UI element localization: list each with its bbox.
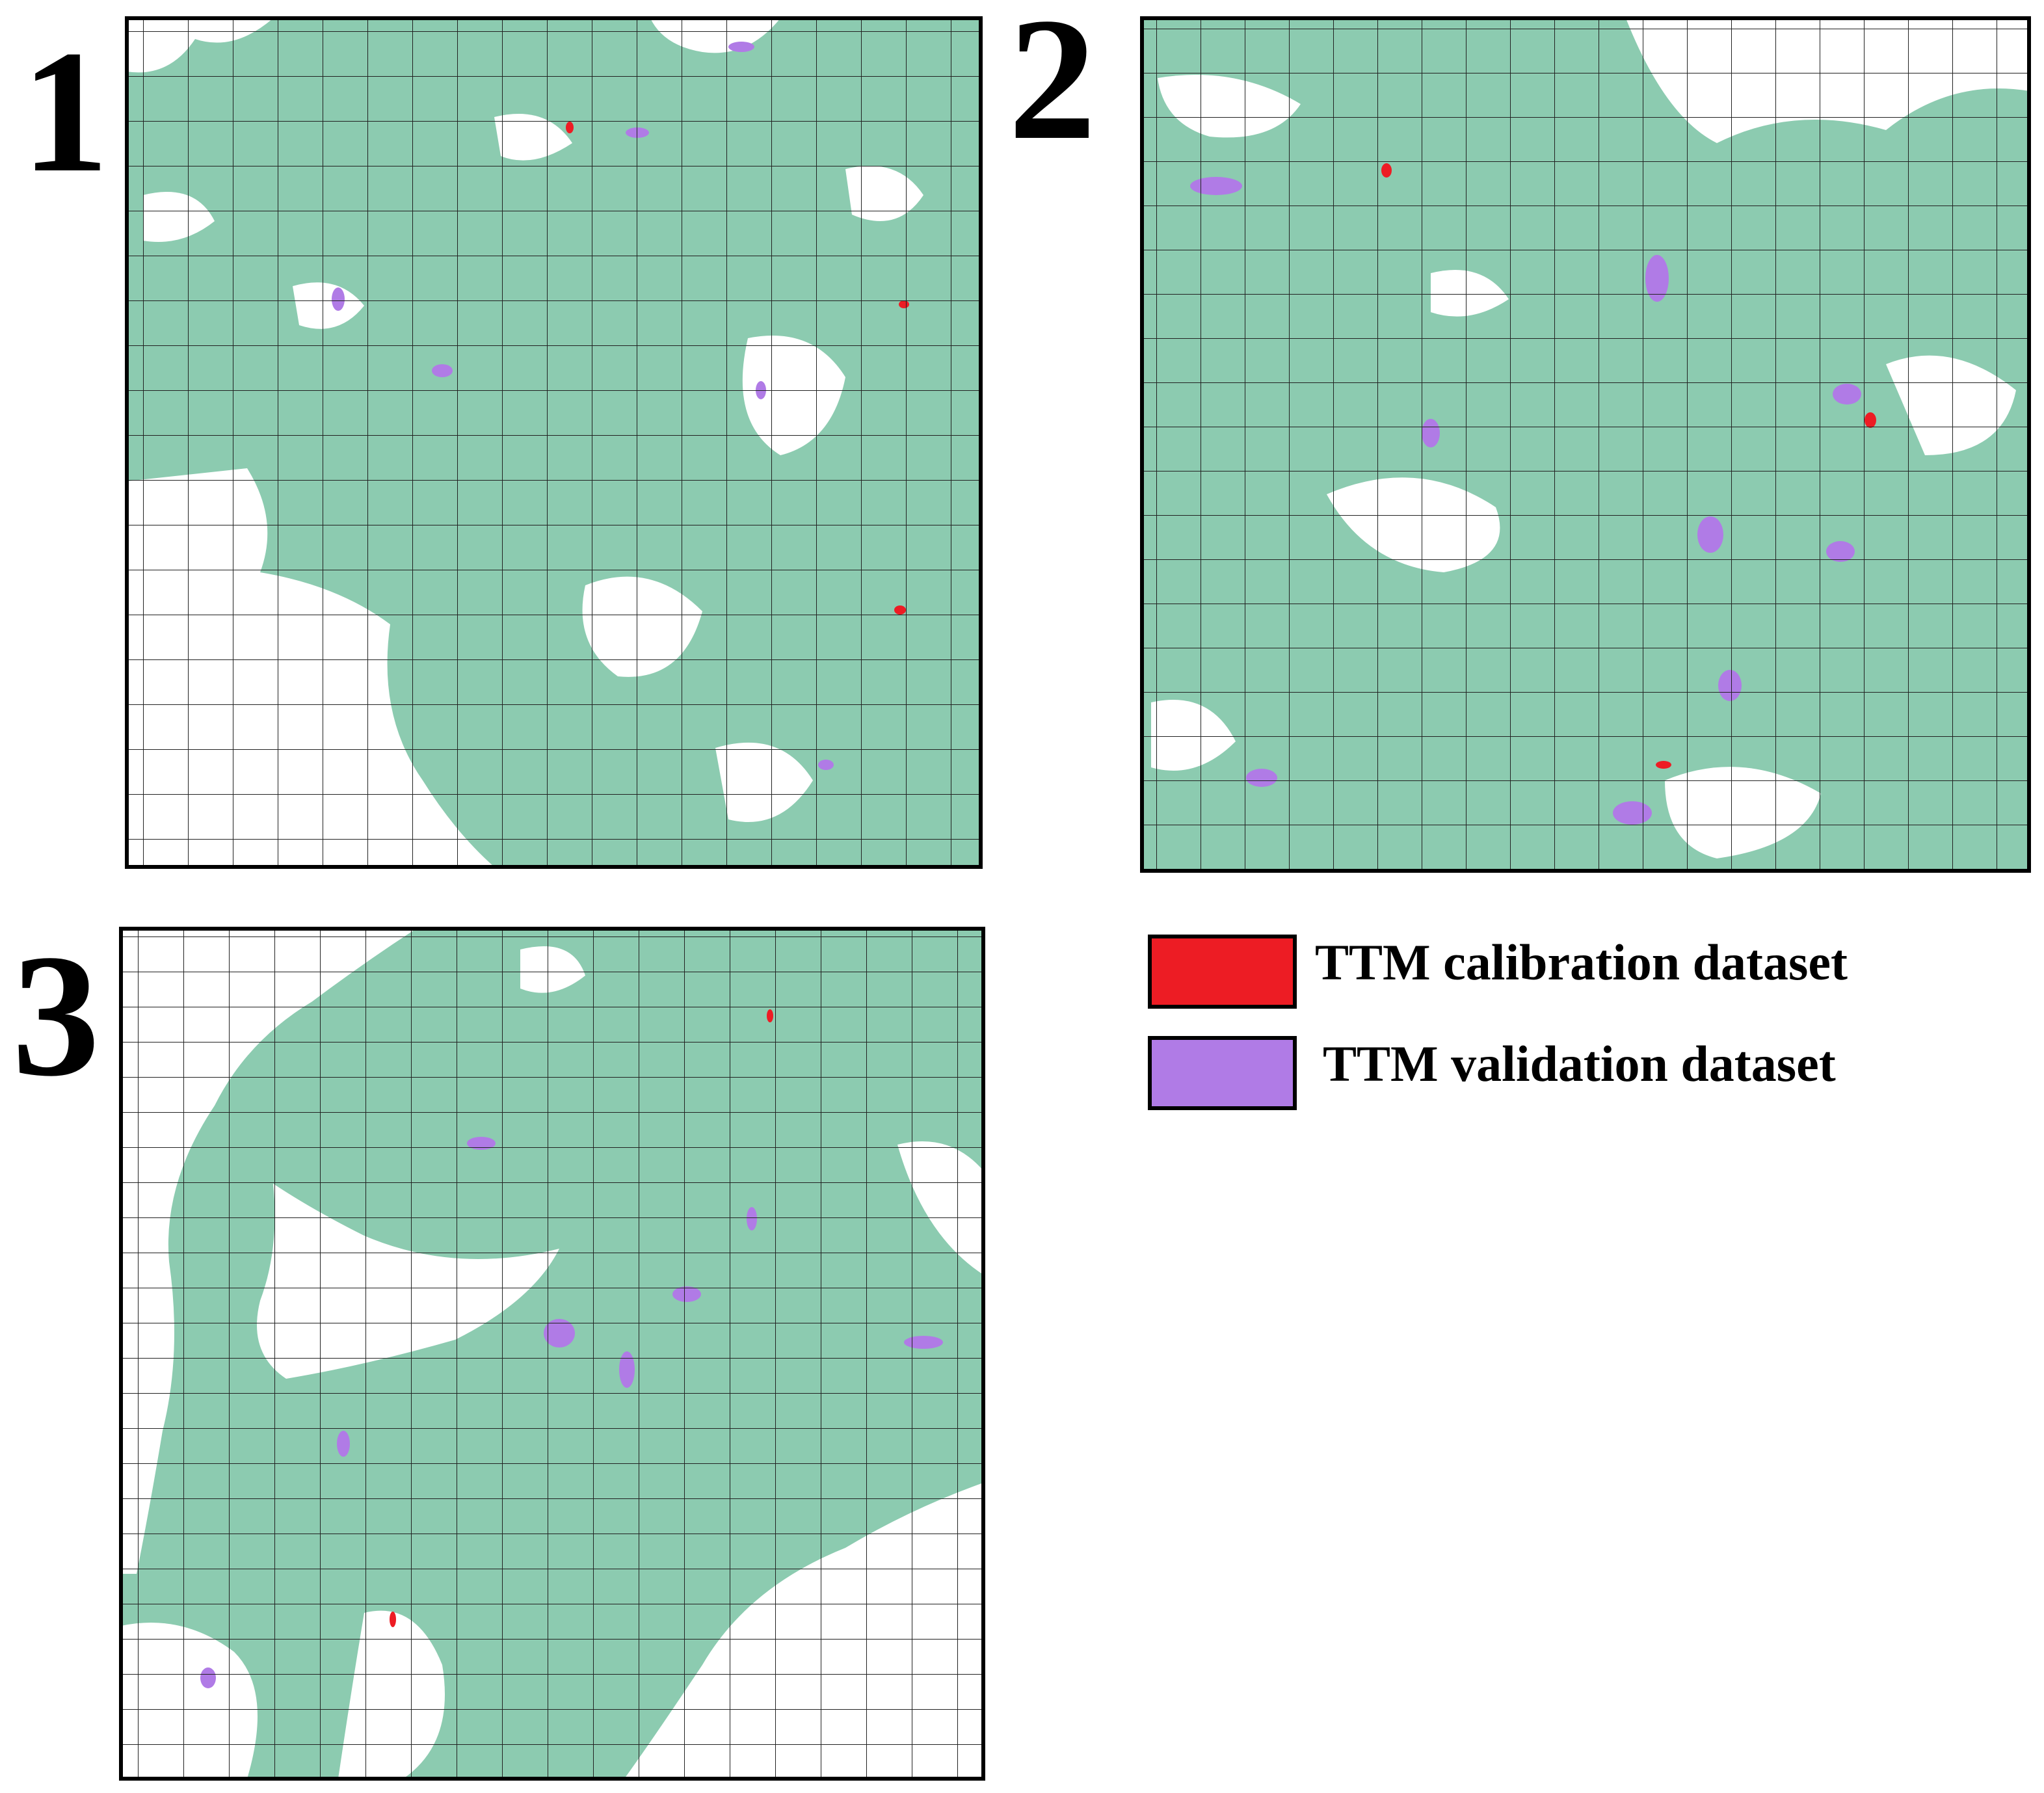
map-frame [125, 16, 983, 869]
legend-label: TTM calibration dataset [1315, 934, 1848, 990]
legend-swatch [1148, 935, 1297, 1009]
legend-label: TTM validation dataset [1323, 1035, 1836, 1092]
panel-label: 2 [1009, 0, 1096, 176]
panel-label: 3 [12, 918, 100, 1113]
panel-label: 1 [21, 14, 109, 209]
legend-swatch [1148, 1036, 1297, 1110]
map-frame [1140, 16, 2031, 873]
map-frame [119, 927, 985, 1781]
